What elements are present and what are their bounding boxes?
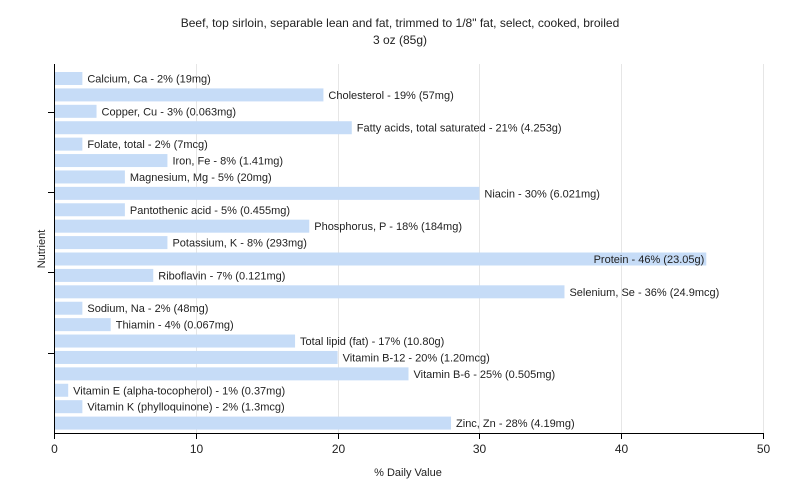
x-tick-label-10: 10 bbox=[190, 442, 204, 456]
bar-label-11: Protein - 46% (23.05g) bbox=[594, 254, 705, 266]
bar-9 bbox=[54, 219, 310, 233]
bar-label-20: Vitamin K (phylloquinone) - 2% (1.3mcg) bbox=[87, 402, 284, 414]
bars bbox=[54, 72, 707, 430]
bar-16 bbox=[54, 334, 296, 348]
bar-label-6: Magnesium, Mg - 5% (20mg) bbox=[130, 172, 272, 184]
x-tick-label-30: 30 bbox=[473, 442, 487, 456]
bar-label-1: Cholesterol - 19% (57mg) bbox=[328, 90, 453, 102]
bar-label-13: Selenium, Se - 36% (24.9mcg) bbox=[569, 287, 719, 299]
bar-10 bbox=[54, 236, 168, 250]
bar-13 bbox=[54, 285, 565, 299]
bar-label-21: Zinc, Zn - 28% (4.19mg) bbox=[456, 418, 575, 430]
bar-21 bbox=[54, 416, 452, 430]
bar-label-17: Vitamin B-12 - 20% (1.20mcg) bbox=[343, 352, 490, 364]
bar-18 bbox=[54, 367, 409, 381]
x-tick-label-20: 20 bbox=[332, 442, 346, 456]
bar-3 bbox=[54, 121, 352, 135]
bar-19 bbox=[54, 383, 69, 397]
y-axis-title: Nutrient bbox=[36, 230, 48, 269]
bar-15 bbox=[54, 318, 111, 332]
bar-label-15: Thiamin - 4% (0.067mg) bbox=[116, 320, 234, 332]
bar-4 bbox=[54, 137, 83, 151]
axes: 0 10 20 30 40 50 bbox=[48, 64, 770, 456]
x-tick-label-40: 40 bbox=[615, 442, 629, 456]
bar-7 bbox=[54, 186, 480, 200]
bar-label-19: Vitamin E (alpha-tocopherol) - 1% (0.37m… bbox=[73, 385, 285, 397]
bar-label-9: Phosphorus, P - 18% (184mg) bbox=[314, 221, 462, 233]
bar-label-7: Niacin - 30% (6.021mg) bbox=[484, 188, 600, 200]
bar-label-2: Copper, Cu - 3% (0.063mg) bbox=[102, 106, 237, 118]
bar-12 bbox=[54, 268, 154, 282]
bar-label-0: Calcium, Ca - 2% (19mg) bbox=[87, 74, 210, 86]
x-axis-title: % Daily Value bbox=[374, 467, 442, 479]
bar-14 bbox=[54, 301, 83, 315]
bar-label-12: Riboflavin - 7% (0.121mg) bbox=[158, 270, 285, 282]
x-tick-label-50: 50 bbox=[757, 442, 771, 456]
bar-17 bbox=[54, 350, 338, 364]
x-tick-label-0: 0 bbox=[51, 442, 58, 456]
chart-subtitle: 3 oz (85g) bbox=[373, 33, 427, 47]
bar-label-16: Total lipid (fat) - 17% (10.80g) bbox=[300, 336, 444, 348]
bar-label-10: Potassium, K - 8% (293mg) bbox=[172, 238, 307, 250]
bar-label-8: Pantothenic acid - 5% (0.455mg) bbox=[130, 205, 290, 217]
chart-title: Beef, top sirloin, separable lean and fa… bbox=[181, 16, 620, 30]
bar-label-5: Iron, Fe - 8% (1.41mg) bbox=[172, 156, 283, 168]
bar-label-14: Sodium, Na - 2% (48mg) bbox=[87, 303, 208, 315]
bar-2 bbox=[54, 104, 97, 118]
bar-label-4: Folate, total - 2% (7mcg) bbox=[87, 139, 207, 151]
bar-1 bbox=[54, 88, 324, 102]
bar-0 bbox=[54, 72, 83, 85]
bar-label-3: Fatty acids, total saturated - 21% (4.25… bbox=[357, 123, 562, 135]
bar-8 bbox=[54, 203, 125, 217]
bar-labels: Calcium, Ca - 2% (19mg) Cholesterol - 19%… bbox=[73, 74, 719, 431]
bar-11 bbox=[54, 252, 707, 266]
bar-6 bbox=[54, 170, 125, 184]
bar-5 bbox=[54, 154, 168, 168]
bar-label-18: Vitamin B-6 - 25% (0.505mg) bbox=[414, 369, 556, 381]
bar-20 bbox=[54, 400, 83, 414]
